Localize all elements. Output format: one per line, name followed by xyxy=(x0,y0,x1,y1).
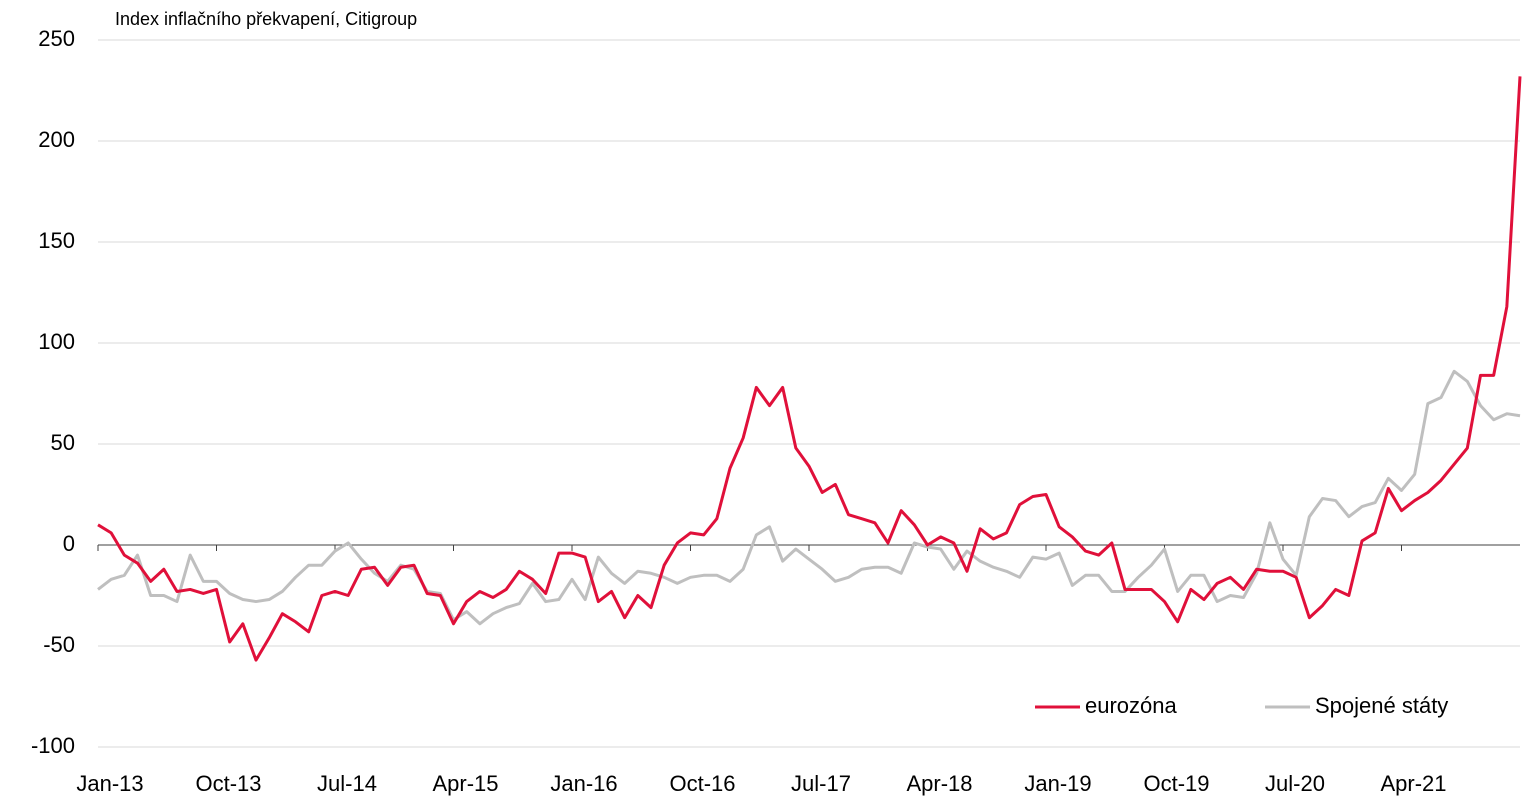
x-tick-label: Jan-19 xyxy=(1024,771,1091,796)
x-tick-label: Apr-15 xyxy=(432,771,498,796)
x-tick-label: Oct-13 xyxy=(195,771,261,796)
x-tick-label: Jul-20 xyxy=(1265,771,1325,796)
y-tick-label: 100 xyxy=(38,329,75,354)
x-tick-label: Oct-19 xyxy=(1143,771,1209,796)
x-tick-label: Apr-18 xyxy=(906,771,972,796)
x-tick-label: Apr-21 xyxy=(1380,771,1446,796)
chart-title: Index inflačního překvapení, Citigroup xyxy=(115,9,417,29)
y-tick-label: 0 xyxy=(63,531,75,556)
x-tick-label: Oct-16 xyxy=(669,771,735,796)
x-tick-label: Jan-13 xyxy=(76,771,143,796)
x-tick-label: Jan-16 xyxy=(550,771,617,796)
x-tick-label: Jul-14 xyxy=(317,771,377,796)
legend-label: Spojené státy xyxy=(1315,693,1448,718)
y-tick-label: -100 xyxy=(31,733,75,758)
y-tick-label: 250 xyxy=(38,26,75,51)
y-tick-label: 150 xyxy=(38,228,75,253)
line-series xyxy=(97,369,1521,626)
y-tick-label: -50 xyxy=(43,632,75,657)
y-tick-label: 200 xyxy=(38,127,75,152)
x-tick-label: Jul-17 xyxy=(791,771,851,796)
line-series xyxy=(97,76,1522,662)
legend-label: eurozóna xyxy=(1085,693,1178,718)
y-tick-label: 50 xyxy=(51,430,75,455)
